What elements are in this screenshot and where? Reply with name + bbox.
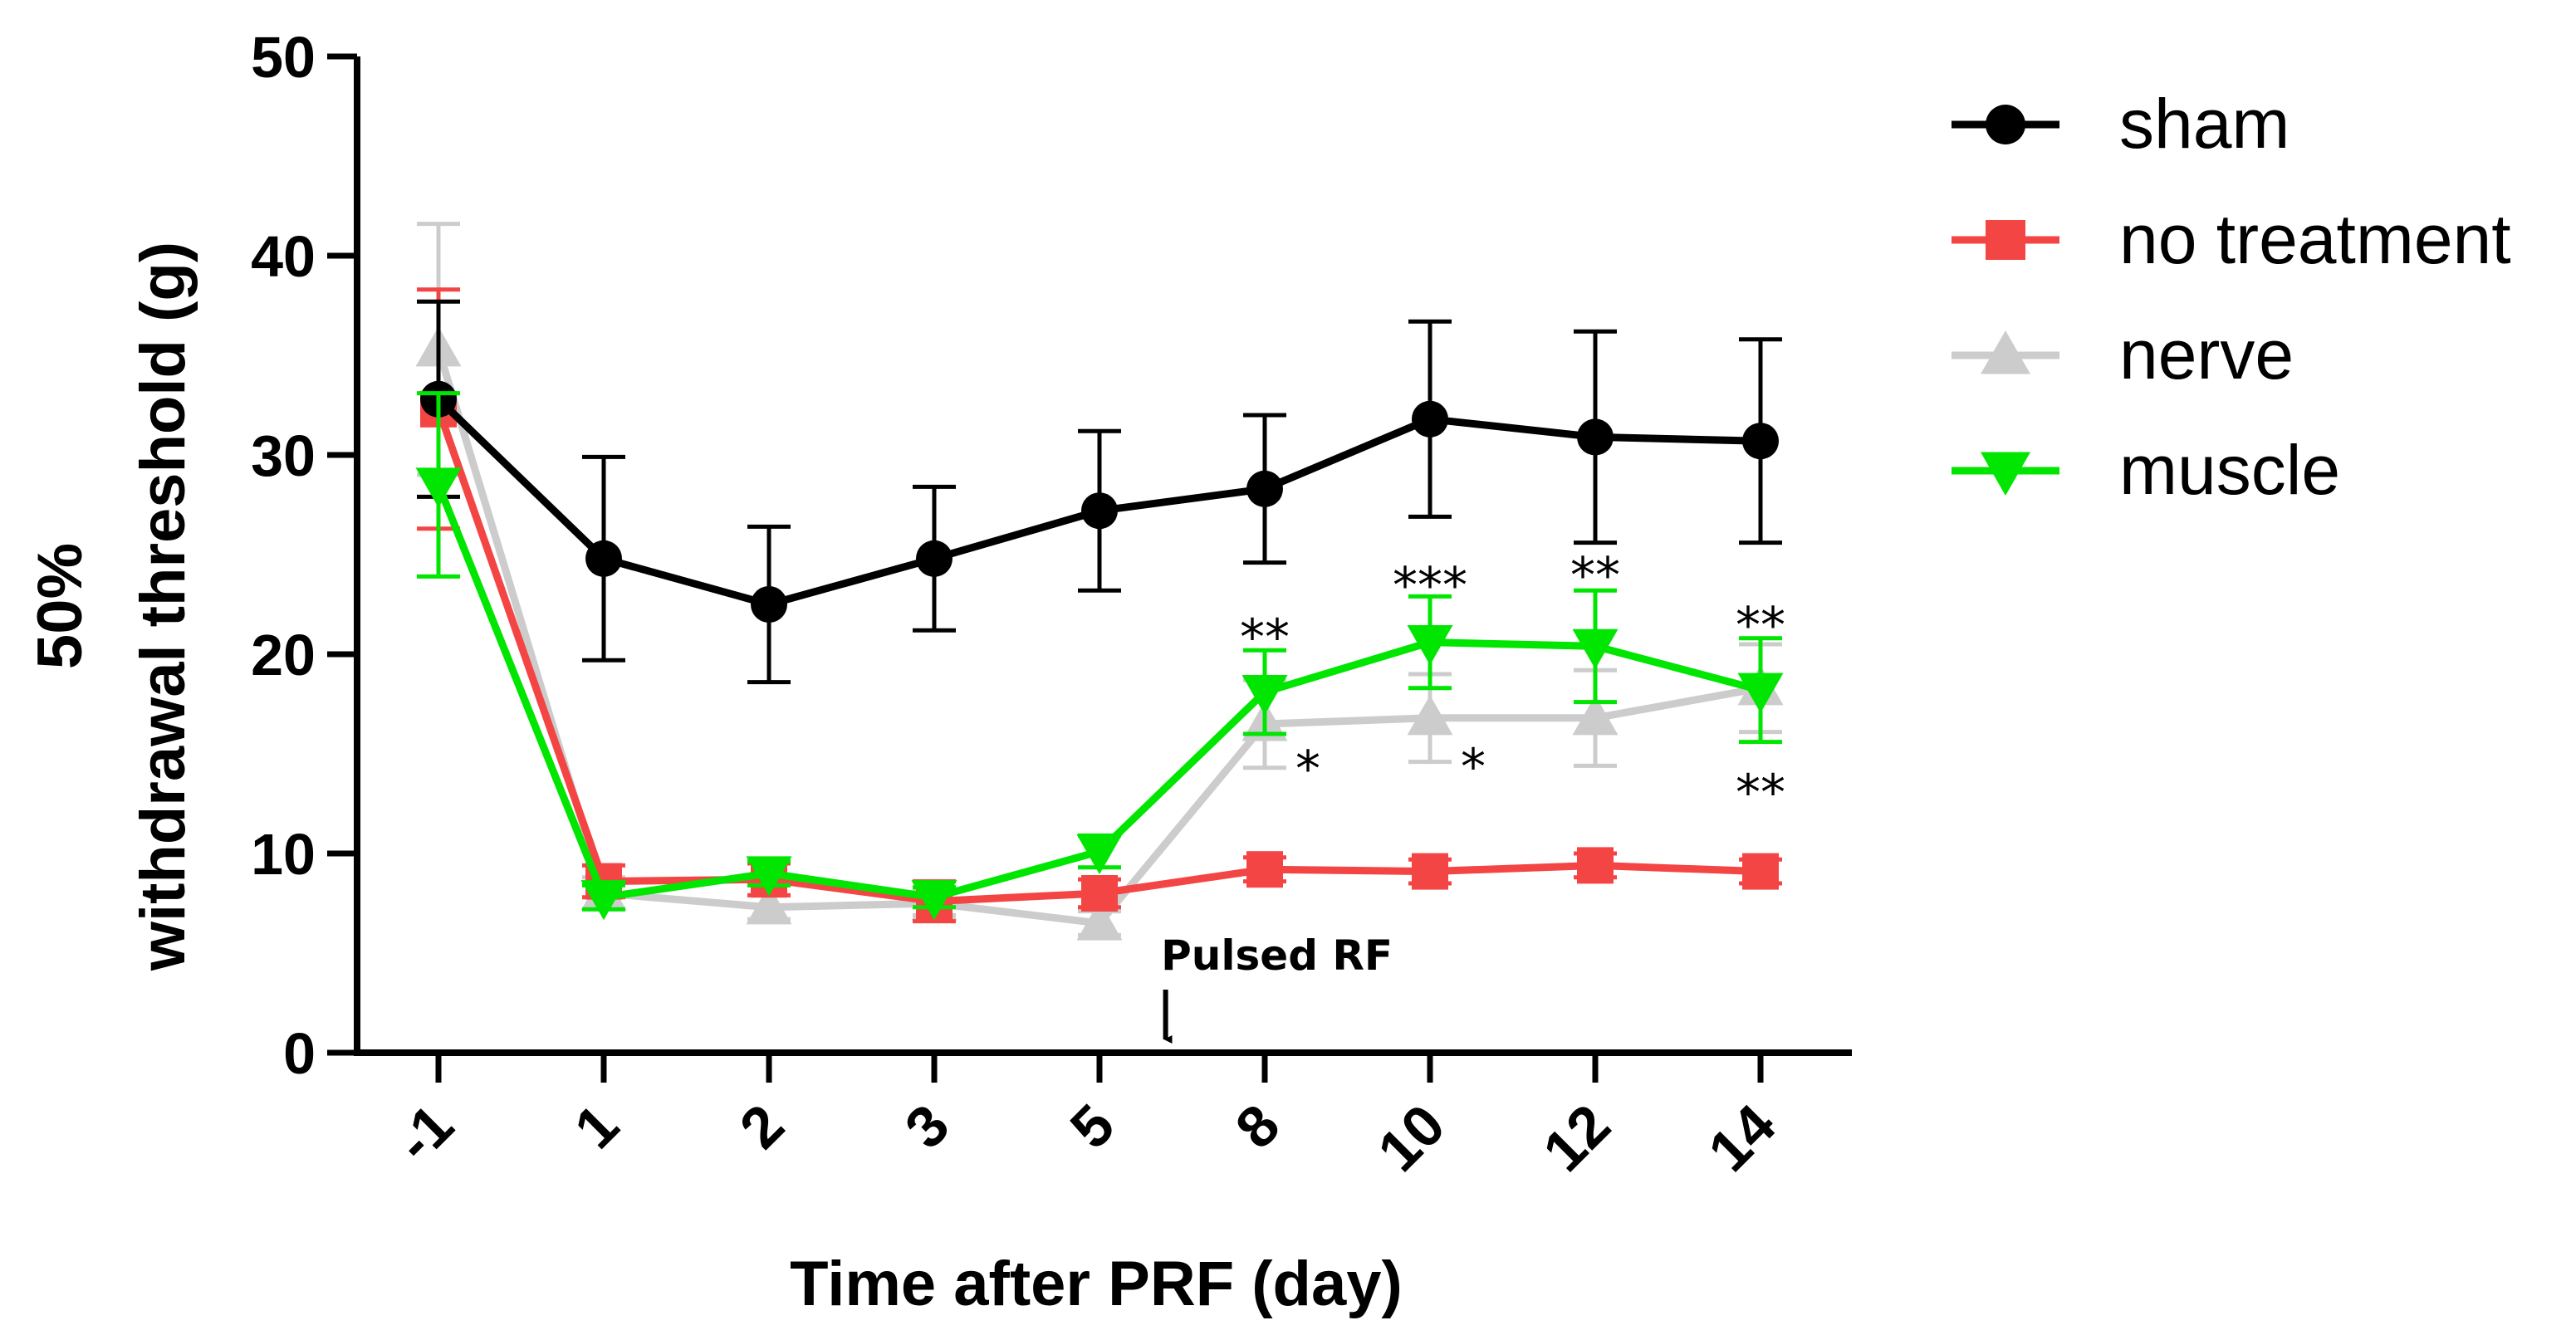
y-tick-label-20: 20 bbox=[251, 623, 316, 687]
legend-item-muscle: muscle bbox=[1952, 431, 2340, 509]
point-sham-12 bbox=[1577, 418, 1614, 456]
point-muscle--1 bbox=[415, 467, 462, 508]
point-muscle-3 bbox=[911, 880, 957, 921]
y-tick-label-30: 30 bbox=[251, 423, 316, 488]
point-muscle-8 bbox=[1241, 674, 1288, 716]
y-axis-title-line1: 50% bbox=[25, 543, 95, 669]
y-tick-label-40: 40 bbox=[251, 224, 316, 289]
point-no-treatment-14 bbox=[1742, 853, 1779, 890]
pulsed-rf-label: Pulsed RF bbox=[1161, 932, 1393, 980]
x-axis-title: Time after PRF (day) bbox=[790, 1249, 1403, 1319]
y-tick-label-50: 50 bbox=[251, 25, 316, 90]
point-sham-3 bbox=[916, 540, 953, 577]
legend-item-sham: sham bbox=[1952, 85, 2290, 163]
point-no-treatment-5 bbox=[1081, 875, 1118, 912]
legend: sham no treatment nerve muscle bbox=[1952, 85, 2511, 509]
legend-item-nerve: nerve bbox=[1952, 315, 2294, 394]
x-tick-label--1: -1 bbox=[383, 1092, 465, 1174]
significance-8-0: ** bbox=[1240, 609, 1290, 667]
x-tick-label-5: 5 bbox=[1058, 1092, 1127, 1161]
significance-14-6: ** bbox=[1736, 764, 1785, 822]
significance-10-1: *** bbox=[1393, 557, 1467, 615]
x-tick-label-2: 2 bbox=[727, 1092, 796, 1161]
legend-marker-muscle bbox=[1981, 452, 2030, 496]
legend-label-no-treatment: no treatment bbox=[2119, 200, 2511, 278]
annotations: ***** ***** * **Pulsed RF bbox=[1161, 547, 1785, 1044]
significance-12-2: ** bbox=[1570, 547, 1620, 605]
x-tick-label-10: 10 bbox=[1365, 1092, 1457, 1183]
significance-8-4: * bbox=[1295, 740, 1320, 798]
legend-marker-sham bbox=[1986, 105, 2025, 144]
series-sham bbox=[417, 299, 1782, 685]
series-no-treatment bbox=[417, 287, 1782, 924]
y-axis-title-line2: withdrawal threshold (g) bbox=[128, 242, 198, 971]
point-sham-8 bbox=[1246, 470, 1283, 507]
point-muscle-12 bbox=[1572, 628, 1619, 669]
point-nerve-10 bbox=[1407, 695, 1453, 736]
point-muscle-5 bbox=[1076, 834, 1123, 875]
significance-10-5: * bbox=[1461, 738, 1486, 796]
point-sham-5 bbox=[1081, 492, 1118, 530]
x-tick-label-14: 14 bbox=[1696, 1092, 1787, 1183]
legend-label-muscle: muscle bbox=[2119, 431, 2340, 509]
point-sham-10 bbox=[1412, 400, 1448, 438]
x-tick-label-8: 8 bbox=[1223, 1092, 1292, 1161]
point-nerve-2 bbox=[746, 884, 792, 925]
y-tick-label-0: 0 bbox=[283, 1021, 316, 1086]
point-sham-14 bbox=[1742, 423, 1779, 460]
point-no-treatment-8 bbox=[1246, 851, 1283, 888]
x-tick-label-1: 1 bbox=[562, 1092, 631, 1161]
point-nerve-5 bbox=[1076, 900, 1123, 941]
legend-marker-no-treatment bbox=[1986, 220, 2025, 260]
x-tick-label-12: 12 bbox=[1530, 1092, 1622, 1183]
y-tick-label-10: 10 bbox=[251, 822, 316, 887]
point-sham-1 bbox=[585, 540, 622, 577]
significance-14-3: ** bbox=[1736, 597, 1785, 655]
series-muscle bbox=[415, 391, 1784, 921]
point-no-treatment-10 bbox=[1412, 853, 1448, 890]
legend-label-sham: sham bbox=[2119, 85, 2290, 163]
point-muscle-1 bbox=[580, 880, 627, 921]
point-muscle-14 bbox=[1737, 672, 1784, 713]
x-tick-label-3: 3 bbox=[893, 1092, 962, 1161]
point-muscle-10 bbox=[1407, 624, 1453, 666]
legend-label-nerve: nerve bbox=[2119, 315, 2294, 394]
point-no-treatment-12 bbox=[1577, 847, 1614, 884]
plot-area bbox=[415, 222, 1784, 941]
legend-marker-nerve bbox=[1981, 330, 2030, 374]
legend-item-no-treatment: no treatment bbox=[1952, 200, 2511, 278]
point-nerve-12 bbox=[1572, 695, 1619, 736]
point-muscle-2 bbox=[746, 856, 792, 897]
point-sham-2 bbox=[751, 586, 787, 623]
